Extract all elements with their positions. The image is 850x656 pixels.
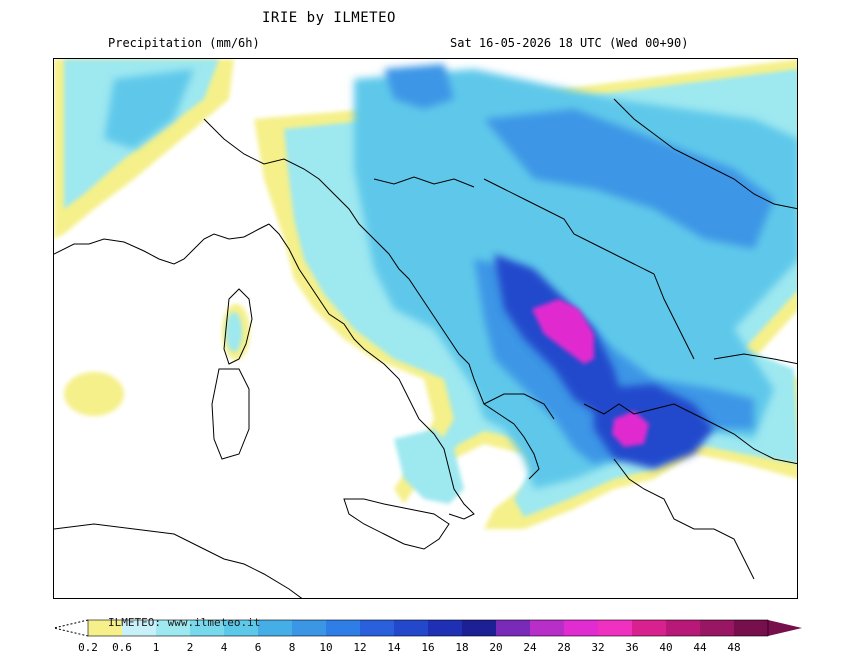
colorbar-tick-label: 12 [353,641,367,654]
colorbar-swatch [598,620,633,636]
colorbar-labels: 0.2 0.6 1 2 4 6 8 10 12 14 16 18 20 24 28 32 36 40 44 48 [0,641,850,655]
colorbar-swatch [632,620,667,636]
colorbar-swatch [156,620,191,636]
colorbar-swatch [326,620,361,636]
precipitation-map [53,58,798,599]
colorbar-right-arrow [768,620,802,636]
colorbar-tick-label: 2 [186,641,194,654]
colorbar-swatch [530,620,565,636]
colorbar-tick-label: 4 [220,641,228,654]
colorbar-swatch [564,620,599,636]
colorbar-swatch [394,620,429,636]
colorbar-tick-label: 16 [421,641,435,654]
colorbar-left-arrow [53,619,89,637]
precip-field [54,59,797,529]
colorbar-tick-label: 24 [523,641,537,654]
colorbar-tick-label: 14 [387,641,401,654]
colorbar [53,619,802,637]
chart-title: IRIE by ILMETEO [262,10,396,26]
watermark: ILMETEO: www.ilmeteo.it [108,616,261,629]
colorbar-tick-label: 0.6 [112,641,132,654]
colorbar-swatch [122,620,157,636]
colorbar-tick-label: 40 [659,641,673,654]
colorbar-tick-label: 20 [489,641,503,654]
colorbar-swatch [190,620,225,636]
valid-time-label: Sat 16-05-2026 18 UTC (Wed 00+90) [450,36,689,50]
colorbar-tick-label: 36 [625,641,639,654]
colorbar-tick-label: 0.2 [78,641,98,654]
colorbar-tick-label: 18 [455,641,469,654]
colorbar-swatch [88,620,123,636]
colorbar-swatch [224,620,259,636]
colorbar-tick-label: 32 [591,641,605,654]
colorbar-tick-label: 44 [693,641,707,654]
colorbar-swatch [292,620,327,636]
colorbar-tick-label: 8 [288,641,296,654]
colorbar-swatch [734,620,769,636]
colorbar-swatch [360,620,395,636]
colorbar-swatch [496,620,531,636]
coastlines [54,98,797,598]
colorbar-tick-label: 48 [727,641,741,654]
colorbar-swatch [666,620,701,636]
colorbar-tick-label: 28 [557,641,571,654]
variable-label: Precipitation (mm/6h) [108,36,260,50]
colorbar-tick-label: 1 [152,641,160,654]
colorbar-tick-label: 6 [254,641,262,654]
colorbar-swatch [462,620,497,636]
colorbar-tick-label: 10 [319,641,333,654]
colorbar-swatch [428,620,463,636]
colorbar-swatch [700,620,735,636]
colorbar-swatch [258,620,293,636]
